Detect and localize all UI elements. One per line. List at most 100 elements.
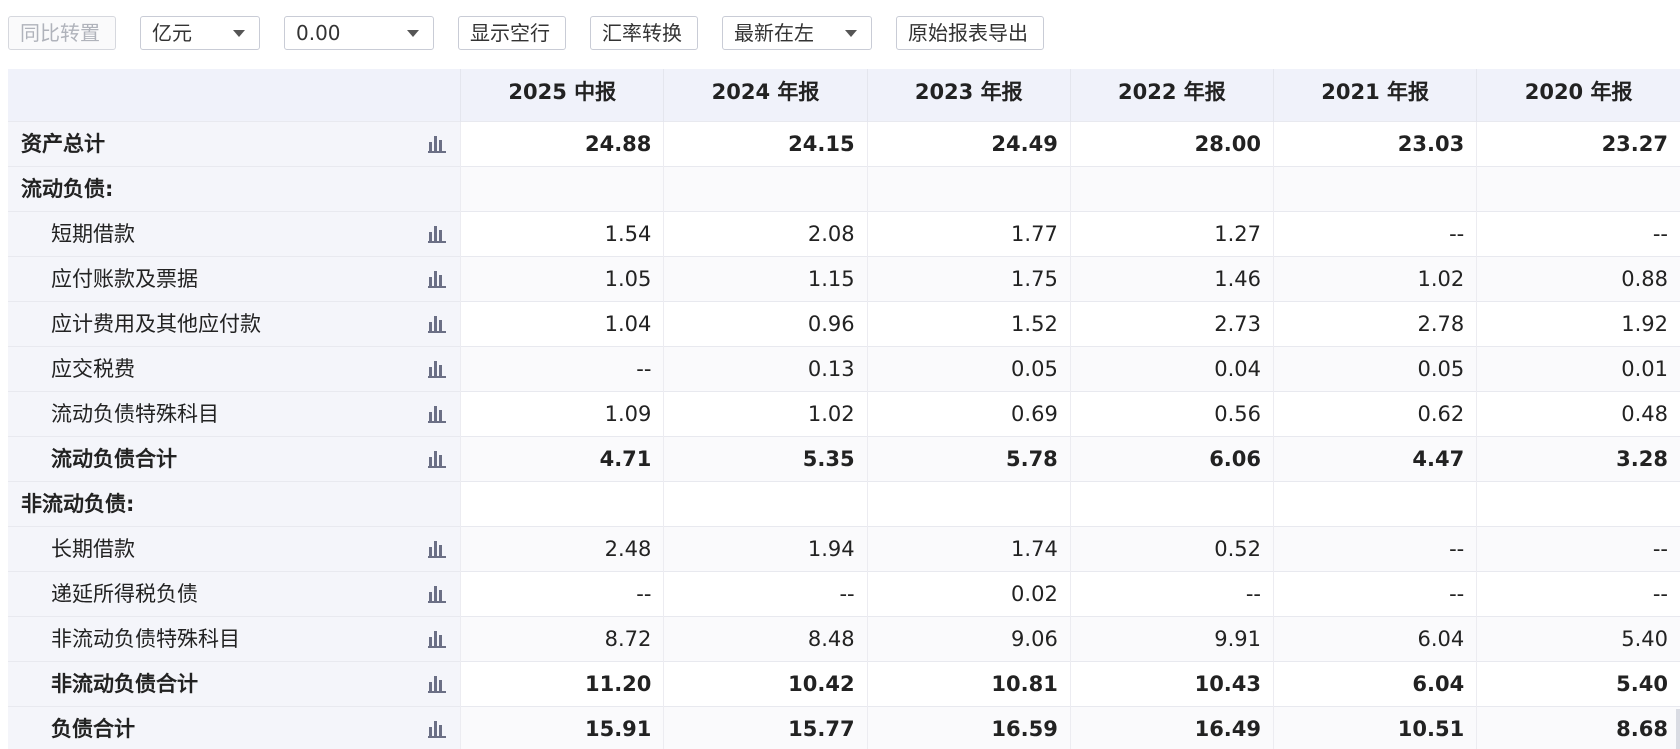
value-cell: 4.71 [460,436,664,482]
chevron-down-icon [233,30,245,37]
bar-chart-icon[interactable] [428,630,447,648]
bar-chart-icon-part [434,226,438,241]
bar-chart-icon-part [439,410,443,421]
row-label-cell: 应付账款及票据 [8,256,461,302]
value-cell: 6.06 [1069,436,1274,482]
bar-chart-icon-part [429,412,433,421]
column-header[interactable]: 2020 年报 [1476,69,1680,113]
row-label: 资产总计 [21,132,105,156]
value-cell: 1.15 [663,256,868,302]
value-cell: 24.15 [663,121,868,167]
value-cell: 10.51 [1273,706,1477,749]
row-label-cell: 非流动负债合计 [8,661,461,707]
order-select[interactable]: 最新在左 [722,16,872,50]
value-cell: 0.88 [1476,256,1680,302]
bar-chart-icon-part [434,541,438,556]
column-header[interactable]: 2025 中报 [460,69,664,113]
bar-chart-icon-part [428,331,447,333]
bar-chart-icon[interactable] [428,585,447,603]
bar-chart-icon-part [434,721,438,736]
column-header[interactable]: 2021 年报 [1273,69,1477,113]
value-cell: 16.59 [866,706,1071,749]
value-cell: 0.48 [1476,391,1680,437]
row-label-cell: 流动负债特殊科目 [8,391,461,437]
bar-chart-icon[interactable] [428,270,447,288]
value-cell: 11.20 [460,661,664,707]
value-cell: 0.04 [1069,346,1274,392]
bar-chart-icon[interactable] [428,360,447,378]
bar-chart-icon-part [429,457,433,466]
bar-chart-icon-part [434,136,438,151]
bar-chart-icon-part [434,586,438,601]
column-header[interactable]: 2023 年报 [866,69,1071,113]
bar-chart-icon-part [434,451,438,466]
value-cell: -- [1273,526,1477,572]
bar-chart-icon[interactable] [428,315,447,333]
bar-chart-icon-part [428,466,447,468]
value-cell: 4.47 [1273,436,1477,482]
bar-chart-icon-part [439,275,443,286]
column-header[interactable]: 2024 年报 [663,69,868,113]
value-cell: 8.72 [460,616,664,662]
unit-select[interactable]: 亿元 [140,16,260,50]
value-cell: -- [663,571,868,617]
value-cell [460,166,664,212]
scrollbar[interactable] [1676,709,1680,749]
bar-chart-icon-part [439,680,443,691]
balance-sheet-table: 2025 中报 2024 年报 2023 年报 2022 年报 2021 年报 … [8,69,1680,749]
table-row: 短期借款 1.54 2.08 1.77 1.27 -- -- [8,211,1680,257]
value-cell: 10.42 [663,661,868,707]
value-cell [1069,481,1274,527]
table-row: 流动负债合计 4.71 5.35 5.78 6.06 4.47 3.28 [8,436,1680,482]
bar-chart-icon-part [434,361,438,376]
value-cell [460,481,664,527]
value-cell: 5.78 [866,436,1071,482]
bar-chart-icon-part [434,316,438,331]
value-cell: 3.28 [1476,436,1680,482]
yoy-transpose-button[interactable]: 同比转置 [8,16,116,50]
bar-chart-icon[interactable] [428,450,447,468]
value-cell: 1.04 [460,301,664,347]
currency-convert-button[interactable]: 汇率转换 [590,16,698,50]
row-label: 流动负债特殊科目 [51,402,219,426]
bar-chart-icon-part [439,365,443,376]
row-label: 应交税费 [51,357,135,381]
bar-chart-icon-part [428,556,447,558]
bar-chart-icon-part [428,421,447,423]
value-cell: 0.13 [663,346,868,392]
bar-chart-icon-part [429,592,433,601]
value-cell: 2.08 [663,211,868,257]
row-label: 应付账款及票据 [51,267,198,291]
show-empty-rows-button[interactable]: 显示空行 [458,16,566,50]
bar-chart-icon[interactable] [428,405,447,423]
value-cell: 1.52 [866,301,1071,347]
value-cell: 1.02 [663,391,868,437]
column-header[interactable]: 2022 年报 [1069,69,1274,113]
value-cell: 23.27 [1476,121,1680,167]
bar-chart-icon[interactable] [428,225,447,243]
row-label: 非流动负债特殊科目 [51,627,240,651]
export-original-report-button[interactable]: 原始报表导出 [896,16,1044,50]
bar-chart-icon[interactable] [428,675,447,693]
value-cell: 0.05 [1273,346,1477,392]
value-cell: 0.96 [663,301,868,347]
row-label-cell: 递延所得税负债 [8,571,461,617]
row-label: 负债合计 [51,717,135,741]
precision-select[interactable]: 0.00 [284,16,434,50]
row-label-cell: 应计费用及其他应付款 [8,301,461,347]
row-label-cell: 长期借款 [8,526,461,572]
row-label-cell: 非流动负债特殊科目 [8,616,461,662]
value-cell: 5.40 [1476,616,1680,662]
value-cell [1476,481,1680,527]
bar-chart-icon[interactable] [428,720,447,738]
table-row: 流动负债特殊科目 1.09 1.02 0.69 0.56 0.62 0.48 [8,391,1680,437]
row-label: 流动负债: [21,177,114,201]
bar-chart-icon-part [429,637,433,646]
bar-chart-icon[interactable] [428,540,447,558]
bar-chart-icon-part [428,646,447,648]
value-cell: -- [1273,571,1477,617]
value-cell [1273,481,1477,527]
unit-select-value: 亿元 [152,21,192,45]
value-cell: -- [1476,526,1680,572]
bar-chart-icon[interactable] [428,135,447,153]
